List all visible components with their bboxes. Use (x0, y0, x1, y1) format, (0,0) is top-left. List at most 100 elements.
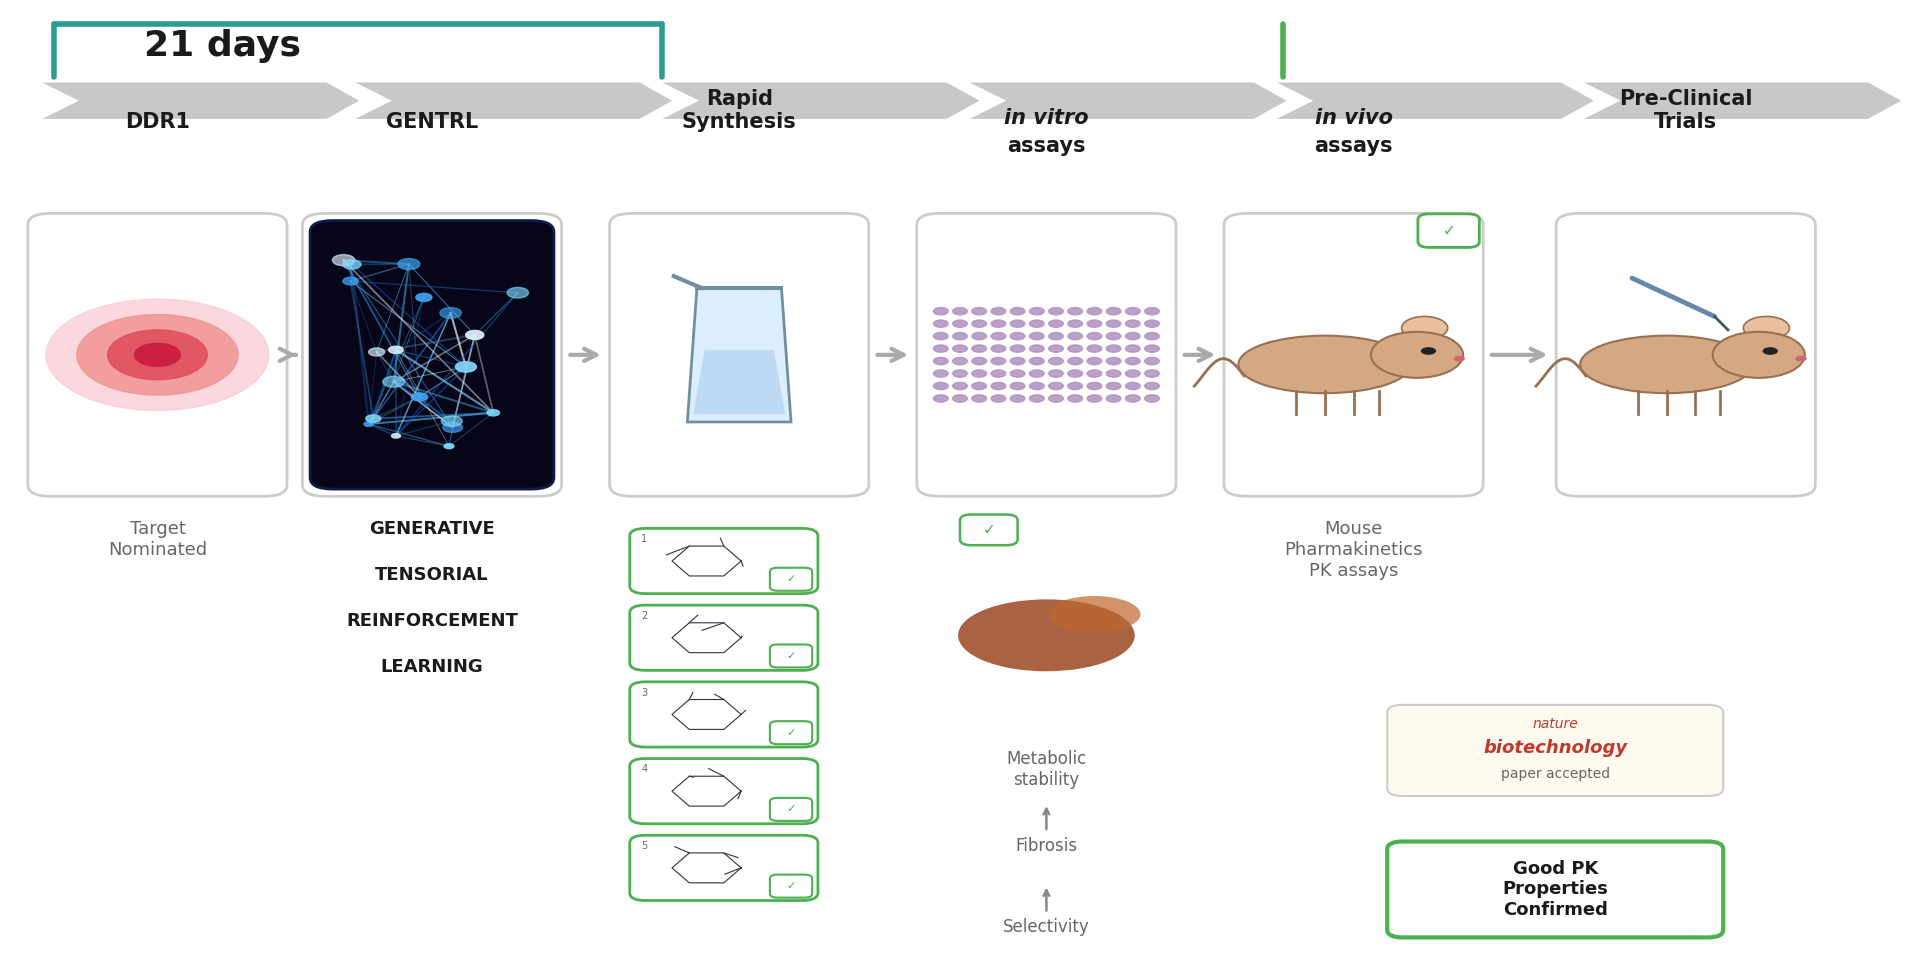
Circle shape (444, 444, 453, 449)
Circle shape (933, 358, 948, 364)
FancyBboxPatch shape (770, 721, 812, 744)
Circle shape (991, 345, 1006, 352)
Circle shape (1068, 345, 1083, 352)
Circle shape (1125, 308, 1140, 315)
Polygon shape (42, 82, 359, 119)
FancyBboxPatch shape (918, 213, 1175, 497)
Circle shape (1087, 308, 1102, 315)
Circle shape (342, 260, 361, 269)
FancyBboxPatch shape (1555, 213, 1816, 497)
Circle shape (1010, 308, 1025, 315)
Polygon shape (355, 82, 672, 119)
Circle shape (1144, 333, 1160, 339)
Circle shape (1029, 370, 1044, 377)
Circle shape (1743, 316, 1789, 339)
Circle shape (1106, 395, 1121, 402)
Circle shape (1029, 383, 1044, 389)
Circle shape (1068, 395, 1083, 402)
Circle shape (1087, 345, 1102, 352)
Circle shape (1068, 370, 1083, 377)
Text: Rapid
Synthesis: Rapid Synthesis (682, 89, 797, 132)
Circle shape (972, 345, 987, 352)
Circle shape (1048, 370, 1064, 377)
Circle shape (1048, 345, 1064, 352)
Circle shape (991, 383, 1006, 389)
Circle shape (440, 308, 461, 318)
Circle shape (417, 293, 432, 301)
Circle shape (1125, 345, 1140, 352)
Text: Target
Nominated: Target Nominated (108, 520, 207, 559)
Circle shape (991, 320, 1006, 327)
Text: 3: 3 (641, 688, 647, 697)
FancyBboxPatch shape (770, 798, 812, 821)
Circle shape (991, 333, 1006, 339)
Circle shape (134, 343, 180, 366)
Circle shape (1087, 370, 1102, 377)
Circle shape (1106, 358, 1121, 364)
Circle shape (1106, 333, 1121, 339)
Circle shape (1048, 333, 1064, 339)
Circle shape (1125, 320, 1140, 327)
Text: assays: assays (1008, 136, 1085, 156)
Text: Metabolic
stability: Metabolic stability (1006, 750, 1087, 789)
Circle shape (972, 358, 987, 364)
Circle shape (933, 370, 948, 377)
Circle shape (1029, 345, 1044, 352)
Circle shape (1453, 356, 1465, 362)
Text: ✓: ✓ (983, 523, 995, 537)
Circle shape (1125, 333, 1140, 339)
Circle shape (397, 259, 420, 269)
Circle shape (1144, 370, 1160, 377)
Text: ✓: ✓ (787, 651, 795, 661)
FancyBboxPatch shape (630, 835, 818, 901)
Circle shape (1010, 358, 1025, 364)
Circle shape (77, 315, 238, 395)
Circle shape (1402, 316, 1448, 339)
Text: 21 days: 21 days (144, 29, 301, 62)
Text: assays: assays (1315, 136, 1392, 156)
Text: biotechnology: biotechnology (1482, 738, 1628, 757)
Circle shape (972, 333, 987, 339)
Circle shape (1106, 345, 1121, 352)
Circle shape (1010, 370, 1025, 377)
Circle shape (933, 308, 948, 315)
Text: REINFORCEMENT: REINFORCEMENT (346, 612, 518, 630)
Circle shape (1371, 332, 1463, 378)
Circle shape (1029, 308, 1044, 315)
Text: GENERATIVE: GENERATIVE (369, 520, 495, 538)
Circle shape (1010, 333, 1025, 339)
Text: paper accepted: paper accepted (1501, 767, 1609, 782)
Circle shape (392, 433, 401, 438)
Circle shape (388, 346, 403, 354)
Polygon shape (687, 288, 791, 422)
Circle shape (1144, 345, 1160, 352)
Text: ✓: ✓ (787, 574, 795, 584)
Polygon shape (662, 82, 979, 119)
Ellipse shape (1580, 336, 1753, 393)
FancyBboxPatch shape (611, 213, 868, 497)
Text: Pre-Clinical
Trials: Pre-Clinical Trials (1619, 89, 1753, 132)
Circle shape (1068, 358, 1083, 364)
Text: 4: 4 (641, 764, 647, 774)
Text: TENSORIAL: TENSORIAL (374, 566, 490, 584)
Circle shape (1087, 395, 1102, 402)
Circle shape (1010, 320, 1025, 327)
Circle shape (972, 320, 987, 327)
Text: ✓: ✓ (787, 805, 795, 814)
Text: ✓: ✓ (787, 881, 795, 891)
Circle shape (952, 320, 968, 327)
Circle shape (1087, 320, 1102, 327)
Text: GENTRL: GENTRL (386, 112, 478, 132)
Text: ✓: ✓ (787, 728, 795, 737)
Circle shape (46, 299, 269, 410)
Text: 5: 5 (641, 841, 647, 851)
FancyBboxPatch shape (1386, 842, 1722, 938)
Polygon shape (1277, 82, 1594, 119)
Circle shape (1106, 308, 1121, 315)
Circle shape (933, 333, 948, 339)
Circle shape (1125, 358, 1140, 364)
FancyBboxPatch shape (301, 213, 561, 497)
Ellipse shape (1238, 336, 1411, 393)
Ellipse shape (958, 599, 1135, 671)
Circle shape (952, 395, 968, 402)
